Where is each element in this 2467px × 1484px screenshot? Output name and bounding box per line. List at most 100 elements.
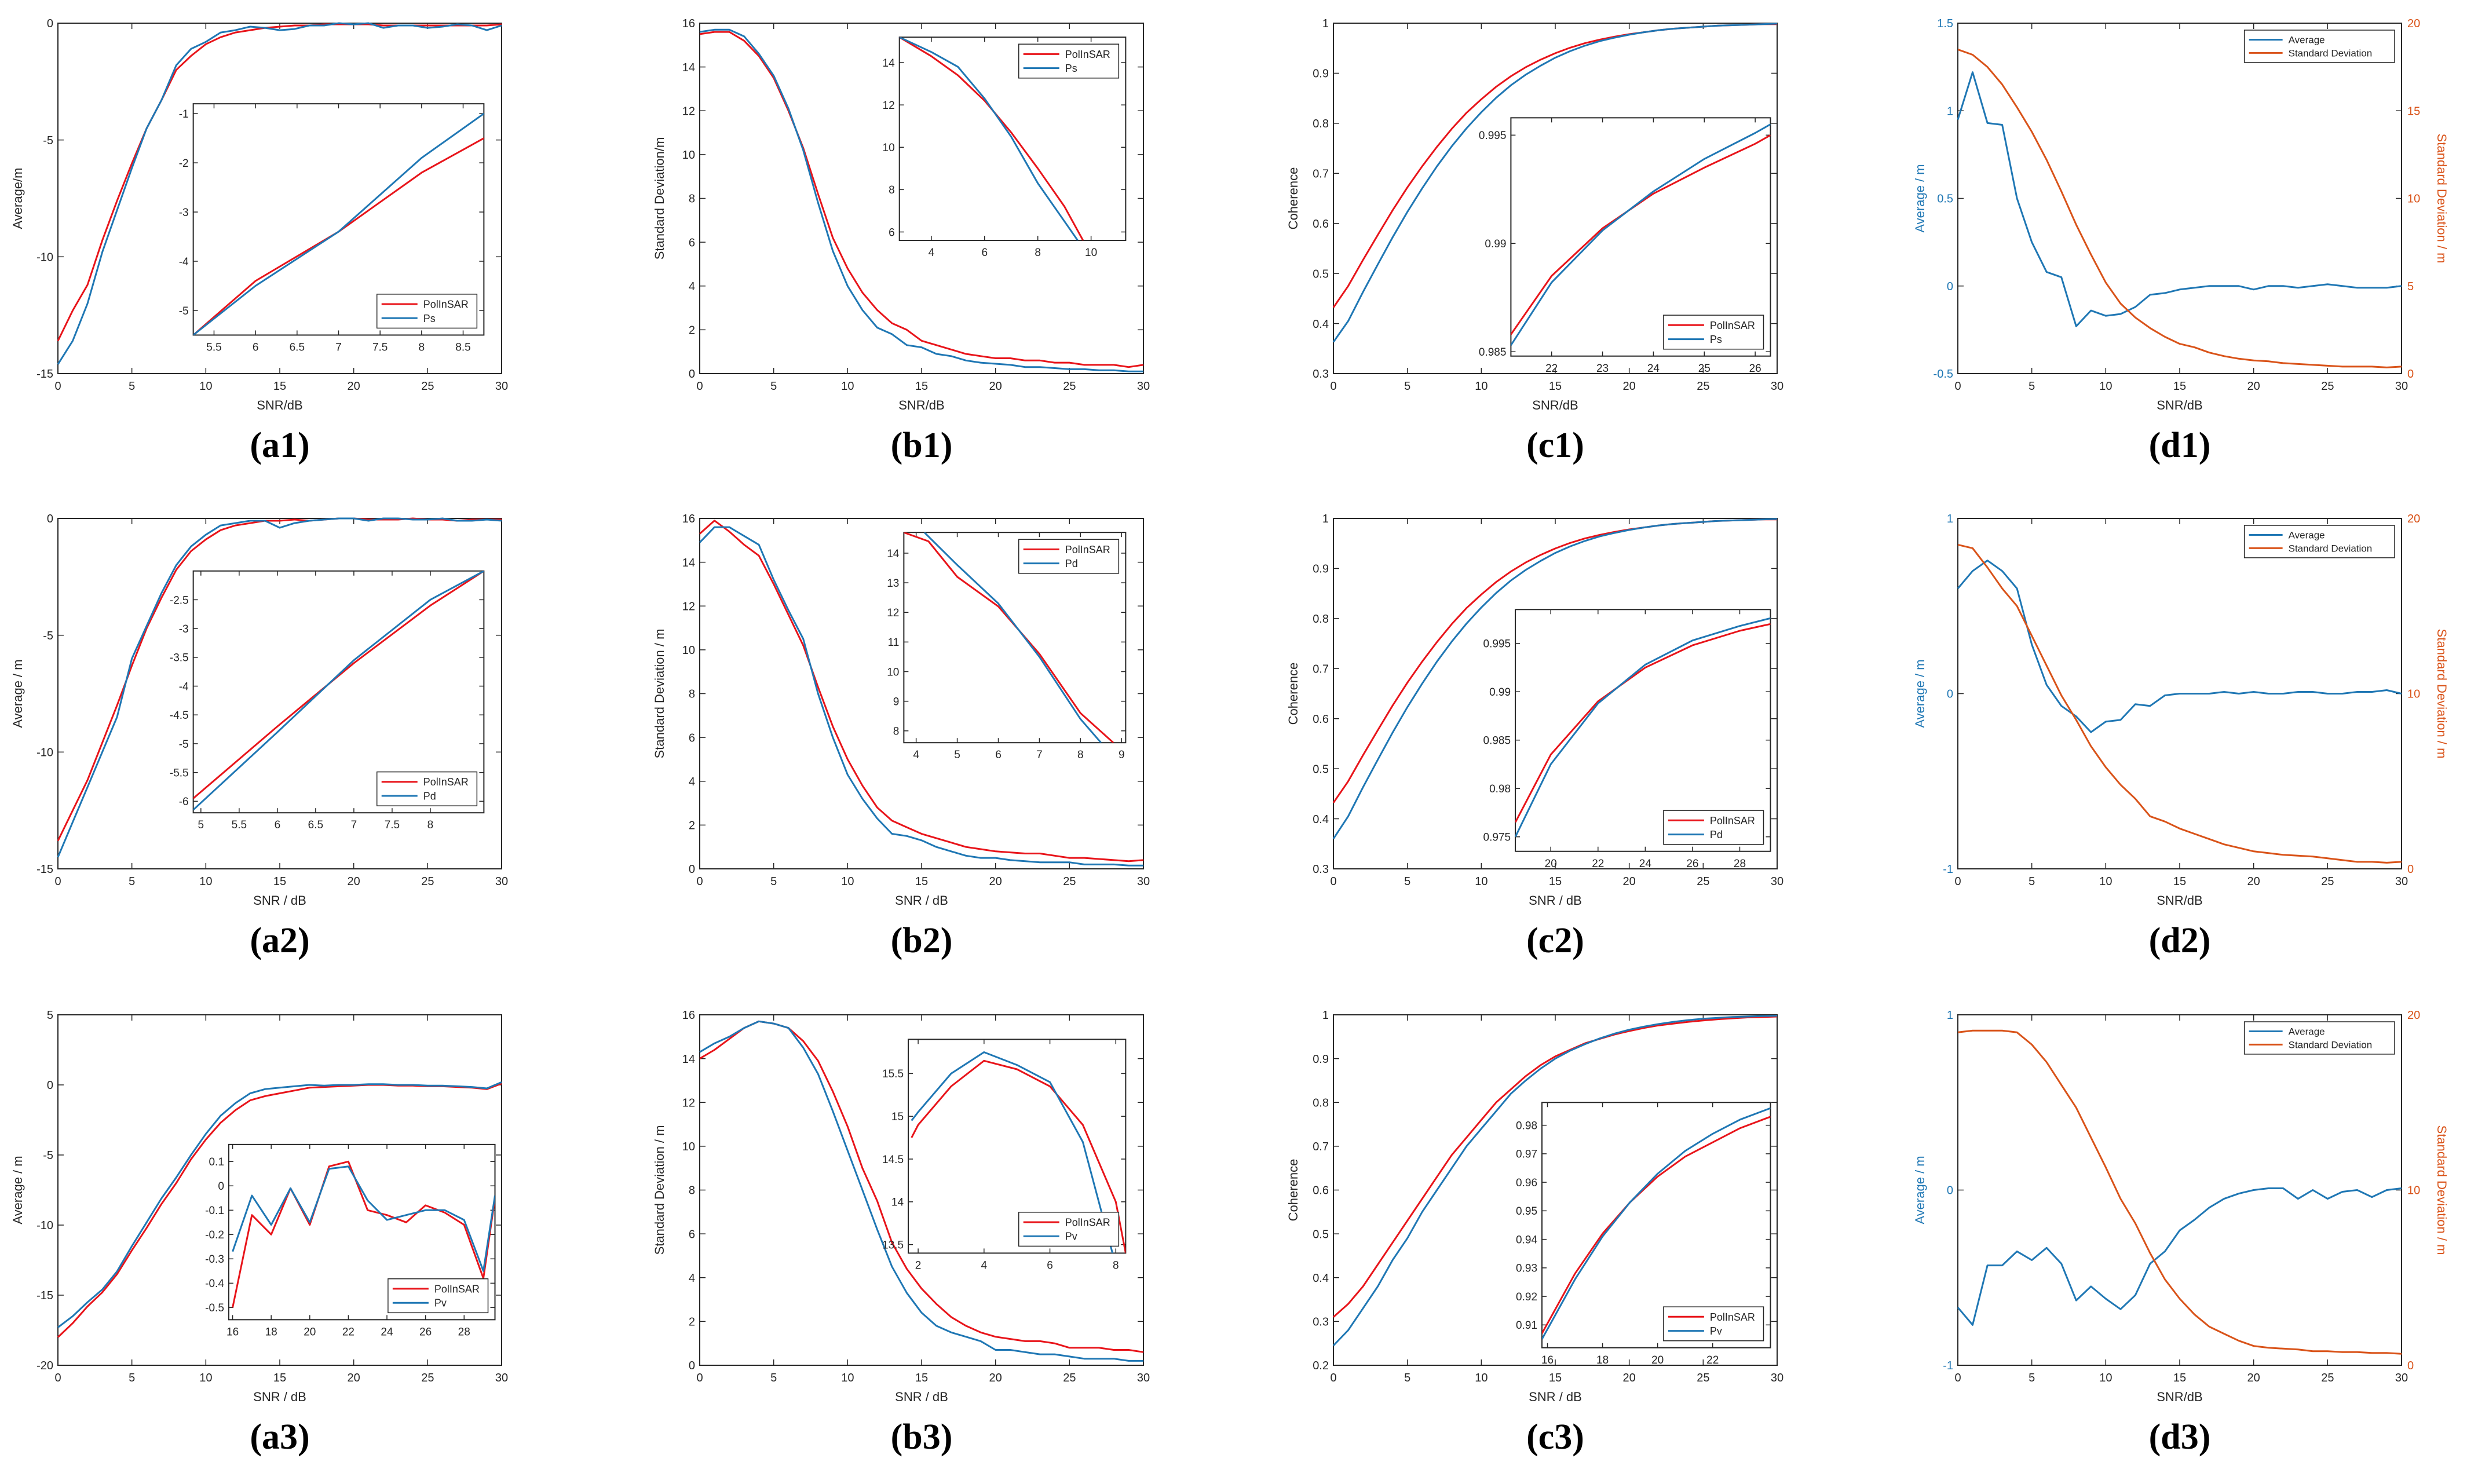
inset-series-group [1511, 123, 1771, 346]
x-tick-label: 15 [273, 875, 286, 888]
x-tick-label: 15 [2173, 875, 2186, 888]
y-right-tick-label: 0 [2407, 1359, 2414, 1372]
y-tick-label: 0 [1947, 688, 1953, 701]
series-average [1957, 1187, 2402, 1326]
x-tick-label: 25 [1697, 380, 1709, 393]
inset-y-tick-label: 15.5 [882, 1068, 904, 1080]
inset-y-tick-label: 14.5 [882, 1154, 904, 1166]
inset-y-tick-label: -0.2 [205, 1229, 224, 1241]
x-axis-label: SNR / dB [1529, 1390, 1582, 1404]
y-right-tick-label: 10 [2407, 688, 2420, 701]
y-axis-label: Standard Deviation / m [652, 1125, 667, 1255]
x-tick-label: 15 [273, 380, 286, 393]
y-tick-label: -10 [36, 1219, 53, 1232]
inset-x-tick-label: 22 [1545, 363, 1558, 375]
series-pd [699, 526, 1143, 867]
y-tick-label: 0.9 [1313, 68, 1329, 81]
inset-legend: PolInSAR Pd [1018, 539, 1120, 574]
x-tick-label: 10 [199, 875, 212, 888]
inset-legend: PolInSAR Pv [1663, 1306, 1764, 1342]
y-tick-label: 0.5 [1313, 268, 1329, 280]
x-tick-label: 30 [1137, 875, 1150, 888]
inset-y-tick-label: 0.95 [1516, 1205, 1537, 1218]
inset-x-tick-label: 20 [1651, 1354, 1664, 1366]
x-tick-label: 15 [2173, 1372, 2186, 1384]
y-tick-label: 0.5 [1937, 193, 1953, 206]
inset-x-tick-label: 7.5 [372, 341, 388, 353]
inset-x-tick-label: 8.5 [455, 341, 470, 353]
inset-legend-label: Pd [423, 791, 436, 802]
x-axis-label: SNR/dB [257, 398, 302, 412]
y-axis-label: Coherence [1286, 167, 1300, 230]
inset-c1: 22 23 24 25 26 0.985 0.99 0.995 PolInSAR Ps [1479, 117, 1771, 375]
inset-y-tick-label: -0.4 [205, 1278, 224, 1290]
inset-x-tick-label: 5 [198, 819, 204, 831]
inset-y-tick-label: -5 [179, 305, 189, 317]
inset-b1: 4 6 8 10 6 8 10 12 14 PolInSAR Ps [883, 36, 1127, 259]
inset-y-tick-label: 0.99 [1485, 238, 1506, 250]
inset-x-tick-label: 26 [419, 1326, 432, 1338]
y-tick-label: 0.8 [1313, 1096, 1329, 1109]
x-tick-label: 25 [1697, 875, 1709, 888]
y-tick-label: 1 [1947, 1009, 1953, 1022]
panel-caption: (c1) [1526, 426, 1584, 465]
x-tick-label: 5 [1404, 380, 1410, 393]
y-right-axis-label: Standard Deviation / m [2435, 134, 2449, 264]
inset-series-polinsar [193, 571, 484, 799]
panel-c2: 0 5 10 15 20 25 30 0.3 0.4 0.5 0.6 0.7 0.8 0.9 1 SNR / … [1286, 513, 1783, 960]
inset-legend-label: PolInSAR [423, 776, 469, 788]
y-tick-label: 2 [689, 820, 695, 832]
series-average [1957, 71, 2402, 327]
y-tick-label: 8 [689, 193, 695, 206]
inset-y-tick-label: 12 [887, 607, 899, 619]
x-tick-label: 25 [1697, 1372, 1709, 1384]
inset-y-tick-label: -0.1 [205, 1205, 224, 1217]
legend-label: Standard Deviation [2289, 543, 2373, 554]
x-tick-label: 25 [1063, 875, 1076, 888]
inset-x-tick-label: 6 [253, 341, 259, 353]
x-tick-label: 20 [989, 875, 1002, 888]
legend: Average Standard Deviation [2243, 1021, 2395, 1055]
x-axis-label: SNR/dB [1532, 398, 1578, 412]
inset-y-tick-label: 13.5 [882, 1239, 904, 1251]
inset-legend: PolInSAR Pv [388, 1278, 489, 1314]
x-tick-label: 0 [1954, 875, 1961, 888]
y-tick-label: -5 [43, 630, 53, 642]
x-tick-label: 0 [54, 380, 61, 393]
series-pv [1332, 1015, 1778, 1347]
x-tick-label: 20 [989, 1372, 1002, 1384]
y-tick-label: 12 [682, 1096, 695, 1109]
inset-series-pd [1515, 617, 1771, 838]
series-standard-deviation [1957, 48, 2402, 368]
inset-y-tick-label: 6 [889, 226, 895, 239]
inset-y-tick-label: -4 [179, 256, 189, 268]
inset-legend-box [1018, 43, 1120, 79]
inset-series-pd [193, 571, 484, 811]
y-tick-label: 14 [682, 557, 695, 569]
panel-caption: (b3) [891, 1417, 953, 1457]
y-tick-label: 0.4 [1313, 813, 1329, 826]
inset-y-tick-label: 12 [883, 100, 895, 112]
series-ps [699, 28, 1143, 372]
series-average [1957, 560, 2402, 733]
y-axis-label: Coherence [1286, 1159, 1300, 1222]
y-axis-label: Average/m [10, 168, 25, 229]
y-tick-label: 10 [682, 1141, 695, 1153]
legend-label: Average [2289, 35, 2325, 46]
y-tick-label: 0.4 [1313, 1272, 1329, 1285]
x-tick-label: 0 [696, 380, 703, 393]
y-tick-label: 6 [689, 732, 695, 744]
inset-x-tick-label: 26 [1686, 858, 1698, 870]
inset-legend-label: PolInSAR [1065, 544, 1110, 555]
inset-series-group [193, 112, 484, 335]
y-tick-label: -20 [36, 1359, 53, 1372]
y-tick-label: -1 [1943, 1359, 1953, 1372]
x-tick-label: 25 [2321, 380, 2334, 393]
inset-legend-box [1663, 1306, 1764, 1342]
y-tick-label: 0 [1947, 280, 1953, 293]
inset-series-group [911, 1051, 1126, 1253]
x-tick-label: 30 [1137, 1372, 1150, 1384]
x-tick-label: 20 [1623, 380, 1636, 393]
inset-y-tick-label: 0.975 [1483, 832, 1511, 844]
x-tick-label: 20 [2247, 380, 2260, 393]
